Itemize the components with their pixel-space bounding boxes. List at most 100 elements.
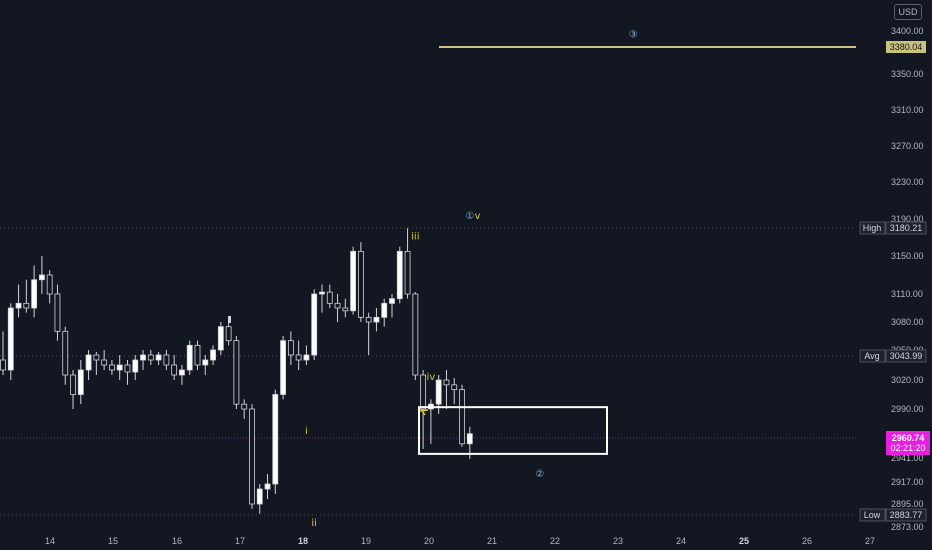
wave-label: iii (411, 231, 419, 242)
candle-body (194, 344, 201, 366)
price-tick-label: 3020.00 (891, 375, 924, 385)
level-value-box (885, 508, 927, 522)
level-label-box (859, 349, 886, 363)
price-tick-label: 3400.00 (891, 26, 924, 36)
candle-body (233, 340, 240, 405)
candle-body (389, 298, 395, 304)
candle-body (451, 384, 458, 391)
wave-label: ii (311, 518, 317, 529)
candle-body (15, 302, 22, 309)
candle-body (179, 369, 185, 376)
price-tags: High 3180.21 Avg 3043.99 Low 2883.77 3380.04 29… (859, 41, 930, 522)
candle-body (287, 340, 294, 356)
time-tick-label: 24 (676, 536, 686, 546)
candle-body (85, 354, 92, 371)
candle-body (147, 354, 154, 361)
level-label: Low (864, 510, 881, 520)
dotted-level-lines (0, 227, 856, 516)
candle-body (443, 379, 450, 386)
candle-body (0, 359, 6, 371)
time-axis: 14 15 16 17 18 19 20 21 22 23 24 25 26 27 (45, 536, 875, 546)
wave-label: i (305, 426, 308, 437)
candle-body (435, 379, 442, 405)
candle-body (272, 394, 279, 485)
level-value-box (885, 349, 927, 363)
wave-label: iv (427, 372, 436, 383)
level-value: 3180.21 (890, 223, 923, 233)
candle-body (62, 330, 69, 376)
candle-body (210, 349, 216, 361)
candle-body (124, 364, 131, 373)
candle-body (319, 291, 325, 295)
candle-body (404, 250, 411, 295)
target-tag-box (886, 41, 926, 53)
candle-body (295, 354, 302, 361)
price-tick-label: 2895.00 (891, 499, 924, 509)
time-tick-label: 27 (865, 536, 875, 546)
price-tick-label: 2917.00 (891, 477, 924, 487)
candle-body (116, 364, 123, 371)
level-label: Avg (864, 351, 879, 361)
candle-body (420, 374, 427, 410)
price-tick-label: 3310.00 (891, 105, 924, 115)
candle-body (342, 307, 349, 312)
small-marker (228, 316, 231, 323)
candle-body (155, 354, 162, 361)
price-tick-label: 2941.00 (891, 453, 924, 463)
price-tick-label: 2990.00 (891, 404, 924, 414)
candle-body (412, 293, 419, 376)
candle-body (171, 364, 178, 376)
candle-body (466, 433, 473, 445)
last-price-tag (886, 431, 930, 455)
candle-body (241, 403, 248, 410)
time-tick-label: 16 (172, 536, 182, 546)
candle-body (109, 364, 115, 371)
candle-body (77, 369, 84, 395)
candle-body (256, 488, 263, 505)
candle-body (46, 274, 53, 295)
candle-body (459, 389, 465, 445)
candle-body (326, 291, 333, 304)
level-label-box (859, 221, 886, 235)
wave-label: ② (535, 469, 544, 480)
time-tick-label: 22 (550, 536, 560, 546)
candle-body (311, 293, 318, 356)
candle-body (373, 316, 380, 323)
candle-body (249, 408, 255, 505)
candle-body (280, 340, 286, 395)
zone-box (418, 406, 608, 455)
candle-body (39, 274, 45, 281)
currency-badge[interactable]: USD (894, 4, 922, 20)
candle-body (357, 250, 364, 318)
price-tick-label: 3230.00 (891, 177, 924, 187)
level-value: 2883.77 (890, 510, 923, 520)
candle-body (202, 359, 209, 366)
candle-body (7, 307, 14, 371)
price-axis: 3400.00 3350.00 3310.00 3270.00 3230.00 3190.… (891, 26, 924, 532)
candle-body (365, 316, 372, 323)
candles (0, 228, 473, 514)
candle-body (225, 326, 232, 342)
time-tick-label: 25 (739, 536, 749, 546)
price-tick-label: 3350.00 (891, 69, 924, 79)
time-tick-label: 20 (424, 536, 434, 546)
time-tick-label: 17 (235, 536, 245, 546)
target-tag-value: 3380.04 (890, 42, 923, 52)
candle-body (303, 354, 310, 361)
price-tick-label: 2873.00 (891, 522, 924, 532)
price-tick-label: 3150.00 (891, 251, 924, 261)
time-tick-label: 15 (108, 536, 118, 546)
wave-label: ③ (629, 29, 638, 40)
arrow-marker (419, 408, 429, 416)
candle-body (70, 374, 76, 395)
wave-label: ① (465, 211, 474, 222)
price-tick-label: 3190.00 (891, 214, 924, 224)
time-tick-label: 21 (487, 536, 497, 546)
candle-body (101, 359, 108, 366)
price-tick-label: 3080.00 (891, 317, 924, 327)
candle-body (350, 250, 357, 312)
price-tick-label: 3110.00 (891, 289, 923, 299)
time-tick-label: 23 (613, 536, 623, 546)
